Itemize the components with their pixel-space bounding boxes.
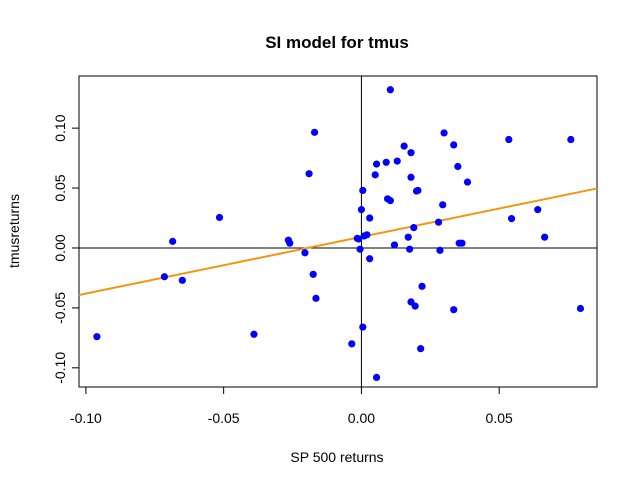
- x-axis-label: SP 500 returns: [290, 449, 383, 465]
- data-point: [93, 333, 101, 341]
- data-point: [178, 276, 186, 284]
- data-point: [407, 173, 415, 181]
- data-point: [567, 135, 575, 144]
- data-point: [414, 186, 422, 195]
- x-axis: -0.10 -0.05 0.00 0.05: [70, 386, 513, 426]
- data-point: [450, 306, 458, 314]
- y-tick-label: -0.05: [52, 292, 68, 324]
- data-point: [393, 157, 401, 165]
- data-point: [458, 239, 466, 247]
- data-point: [250, 330, 258, 338]
- data-point: [404, 233, 412, 241]
- data-point: [363, 231, 371, 239]
- data-point: [463, 178, 472, 186]
- data-point: [434, 218, 443, 226]
- x-tick-label: 0.00: [348, 410, 375, 426]
- data-point: [417, 345, 425, 353]
- y-axis-label: tmusreturns: [6, 194, 22, 268]
- data-point: [382, 158, 390, 166]
- data-point: [400, 142, 408, 150]
- data-point: [450, 141, 458, 149]
- data-point: [440, 129, 448, 137]
- data-point: [410, 224, 418, 232]
- data-point: [312, 294, 320, 302]
- plot-frame: [78, 75, 598, 388]
- x-tick-label: -0.10: [70, 410, 102, 426]
- data-point: [301, 249, 309, 257]
- data-point: [160, 273, 169, 281]
- data-point: [371, 171, 379, 179]
- data-point: [386, 197, 394, 205]
- data-point: [310, 128, 319, 136]
- data-point: [534, 206, 542, 214]
- data-point: [454, 162, 462, 171]
- data-point: [372, 160, 381, 168]
- y-axis: -0.10 -0.05 0.00 0.05 0.10: [52, 114, 80, 384]
- data-points: [93, 86, 585, 382]
- data-point: [355, 235, 363, 243]
- data-point: [366, 255, 374, 263]
- data-point: [390, 241, 399, 249]
- data-point: [386, 86, 394, 94]
- data-point: [576, 304, 585, 313]
- data-point: [411, 302, 419, 310]
- data-point: [372, 373, 381, 382]
- data-point: [357, 206, 366, 214]
- data-point: [407, 149, 415, 157]
- data-point: [507, 215, 516, 223]
- data-point: [286, 239, 294, 247]
- data-point: [439, 201, 447, 209]
- data-point: [305, 170, 313, 178]
- data-point: [436, 246, 444, 254]
- y-tick-label: 0.00: [52, 234, 68, 261]
- data-point: [359, 186, 367, 195]
- data-point: [541, 233, 549, 241]
- y-tick-label: 0.10: [52, 114, 68, 141]
- data-point: [215, 213, 224, 222]
- y-tick-label: 0.05: [52, 174, 68, 201]
- y-tick-label: -0.10: [52, 352, 68, 384]
- regression-line-group: [78, 187, 598, 296]
- data-point: [366, 214, 374, 222]
- x-tick-label: -0.05: [208, 410, 240, 426]
- data-point: [359, 323, 367, 331]
- data-point: [356, 245, 364, 253]
- chart-title: SI model for tmus: [265, 33, 409, 52]
- data-point: [505, 135, 513, 144]
- reference-lines: [79, 76, 597, 387]
- data-point: [418, 282, 426, 290]
- regression-line: [78, 187, 598, 296]
- data-point: [309, 270, 317, 278]
- data-point: [406, 245, 414, 253]
- data-point: [169, 237, 177, 245]
- x-tick-label: 0.05: [486, 410, 513, 426]
- data-point: [348, 340, 356, 348]
